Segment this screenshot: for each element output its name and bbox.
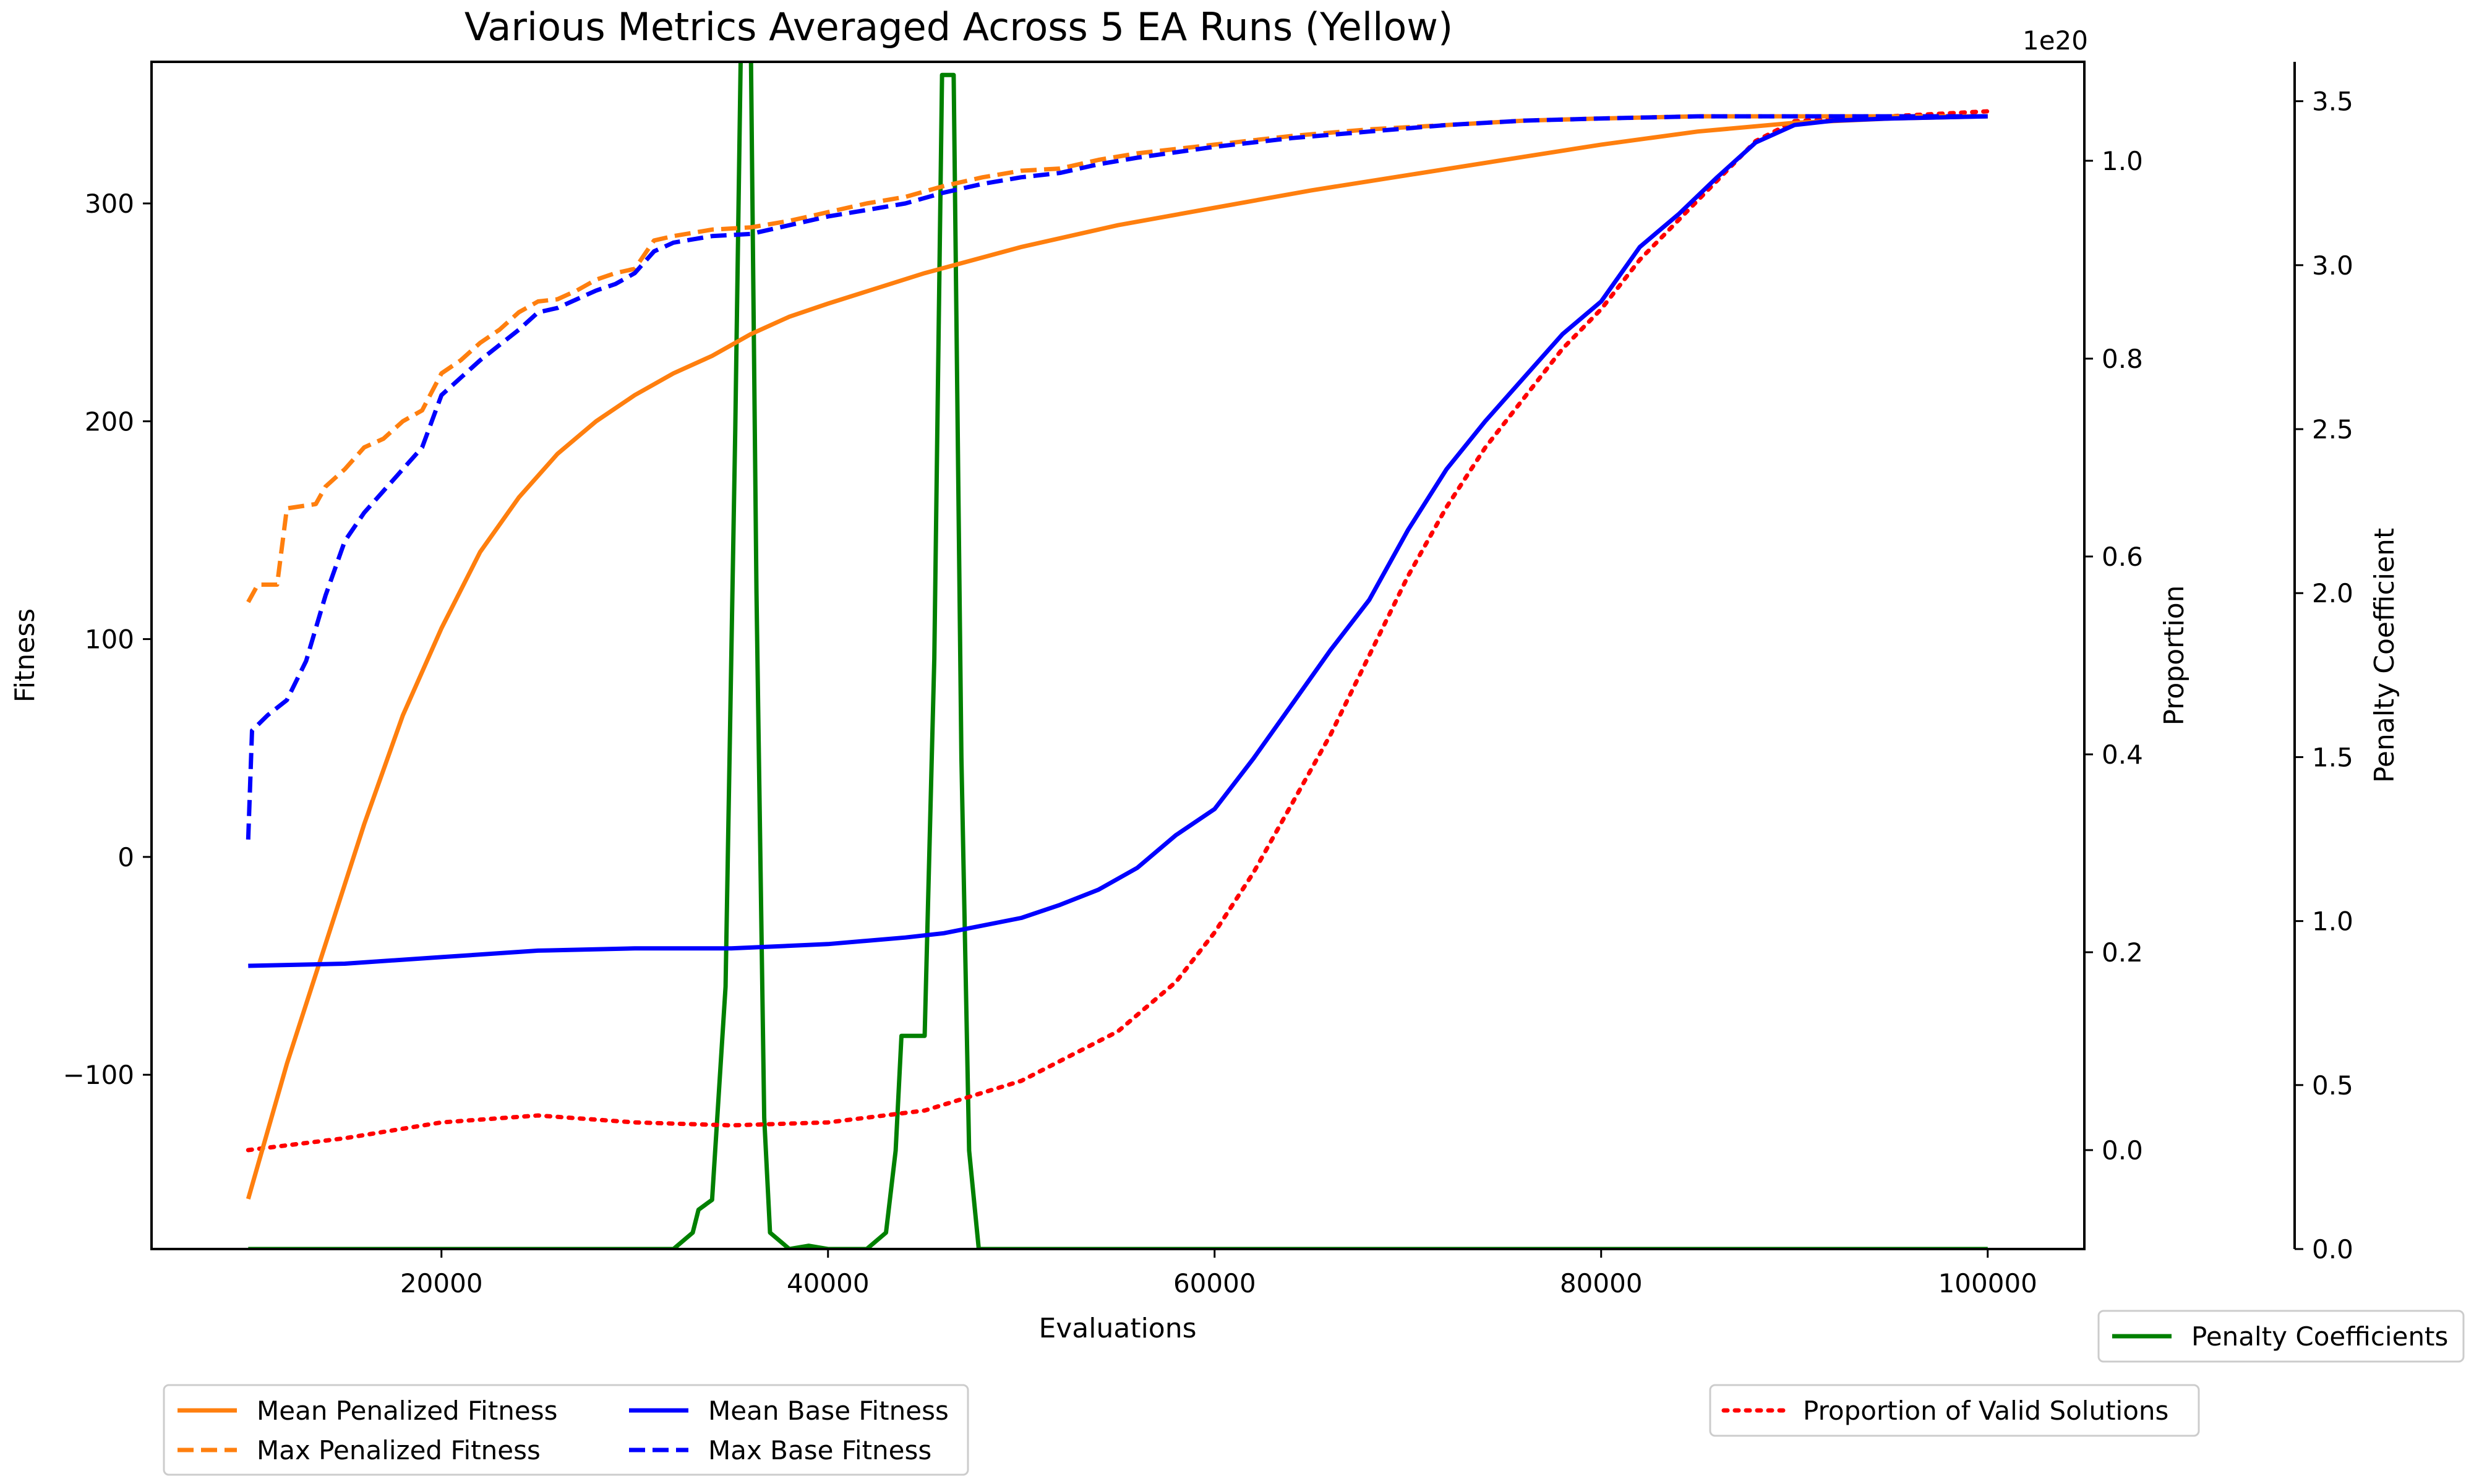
legend-bottom-left: Mean Penalized Fitness Max Penalized Fitn… bbox=[163, 1384, 969, 1476]
legend-label: Mean Base Fitness bbox=[708, 1396, 949, 1426]
legend-entry-mean-penalized-fitness: Mean Penalized Fitness bbox=[178, 1396, 558, 1426]
proportion-tick-label: 0.0 bbox=[2102, 1135, 2143, 1166]
penalty-tick-label: 1.5 bbox=[2312, 742, 2353, 772]
proportion-tick-label: 1.0 bbox=[2102, 146, 2143, 176]
penalty-coefficient-axis: 0.0 0.5 1.0 1.5 2.0 2.5 3.0 3.5 bbox=[2293, 62, 2353, 1264]
series-proportion-of-valid-solutions bbox=[246, 109, 1990, 1153]
legend-entry-penalty-coefficients: Penalty Coefficients bbox=[2112, 1321, 2448, 1352]
x-axis-label: Evaluations bbox=[1038, 1313, 1196, 1344]
legend-entry-proportion-of-valid-solutions: Proportion of Valid Solutions bbox=[1721, 1396, 2168, 1426]
legend-entry-mean-base-fitness: Mean Base Fitness bbox=[629, 1396, 949, 1426]
legend-label: Max Base Fitness bbox=[708, 1435, 931, 1465]
penalty-tick-label: 0.0 bbox=[2312, 1234, 2353, 1264]
legend-bottom-right-lower: Proportion of Valid Solutions bbox=[1709, 1384, 2200, 1437]
chart-title: Various Metrics Averaged Across 5 EA Run… bbox=[464, 4, 1453, 49]
series-max-penalized-fitness bbox=[246, 114, 1988, 603]
fitness-tick-label: 300 bbox=[85, 189, 134, 219]
series-penalty-coefficients bbox=[248, 62, 1988, 1249]
proportion-tick-label: 0.6 bbox=[2102, 542, 2143, 572]
x-tick-label: 80000 bbox=[1560, 1268, 1643, 1298]
x-tick-label: 100000 bbox=[1938, 1268, 2037, 1298]
series-max-base-fitness bbox=[246, 114, 1988, 840]
fitness-tick-label: 200 bbox=[85, 406, 134, 437]
fitness-tick-label: −100 bbox=[63, 1060, 134, 1090]
penalty-tick-label: 2.5 bbox=[2312, 414, 2353, 445]
penalty-tick-label: 3.5 bbox=[2312, 87, 2353, 117]
penalty-offset-text: 1e20 bbox=[2022, 25, 2088, 56]
legend-label: Penalty Coefficients bbox=[2191, 1321, 2448, 1352]
penalty-tick-label: 0.5 bbox=[2312, 1070, 2353, 1101]
series-mean-base-fitness bbox=[248, 114, 1988, 968]
proportion-tick-label: 0.4 bbox=[2102, 740, 2143, 770]
legend-label: Mean Penalized Fitness bbox=[257, 1396, 558, 1426]
legend-label: Proportion of Valid Solutions bbox=[1803, 1396, 2168, 1426]
x-axis: 20000 40000 60000 80000 100000 bbox=[400, 1249, 2037, 1298]
series-mean-penalized-fitness bbox=[246, 114, 1988, 1200]
legend-label: Max Penalized Fitness bbox=[257, 1435, 541, 1465]
penalty-coefficient-axis-label: Penalty Coefficient bbox=[2369, 528, 2400, 783]
x-tick-label: 60000 bbox=[1173, 1268, 1256, 1298]
fitness-tick-label: 100 bbox=[85, 625, 134, 655]
proportion-tick-label: 0.2 bbox=[2102, 937, 2143, 968]
legend-entry-max-penalized-fitness: Max Penalized Fitness bbox=[178, 1435, 541, 1465]
proportion-tick-label: 0.8 bbox=[2102, 344, 2143, 374]
fitness-axis: −100 0 100 200 300 bbox=[63, 189, 152, 1090]
fitness-tick-label: 0 bbox=[118, 842, 134, 872]
plot-frame bbox=[150, 61, 2086, 1250]
x-tick-label: 40000 bbox=[787, 1268, 870, 1298]
proportion-axis-label: Proportion bbox=[2159, 585, 2190, 725]
fitness-axis-label: Fitness bbox=[9, 608, 41, 702]
legend-bottom-right-upper: Penalty Coefficients bbox=[2097, 1310, 2465, 1363]
x-tick-label: 20000 bbox=[400, 1268, 483, 1298]
penalty-tick-label: 3.0 bbox=[2312, 250, 2353, 281]
legend-entry-max-base-fitness: Max Base Fitness bbox=[629, 1435, 931, 1465]
penalty-tick-label: 1.0 bbox=[2312, 906, 2353, 937]
penalty-tick-label: 2.0 bbox=[2312, 578, 2353, 608]
proportion-axis: 0.0 0.2 0.4 0.6 0.8 1.0 bbox=[2084, 146, 2143, 1166]
